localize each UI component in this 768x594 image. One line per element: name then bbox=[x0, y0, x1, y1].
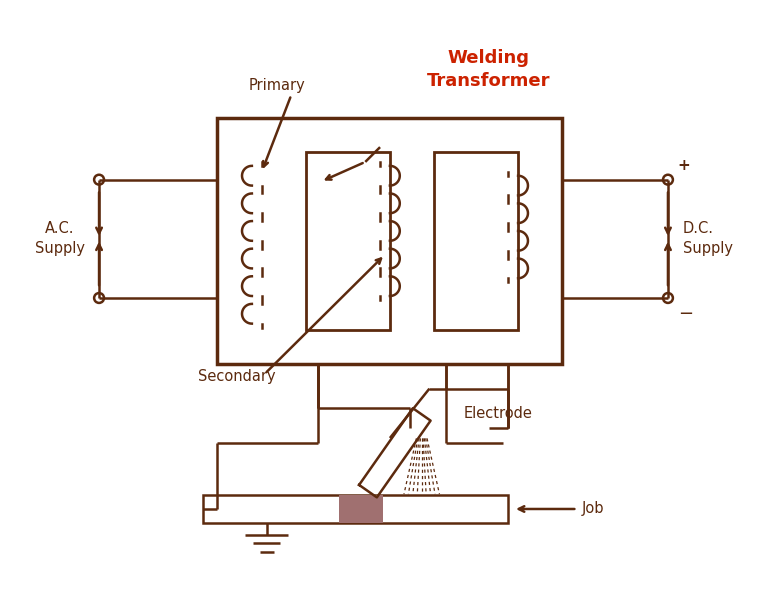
Polygon shape bbox=[359, 408, 431, 497]
Bar bbox=[339, 495, 383, 523]
Text: Secondary: Secondary bbox=[197, 369, 275, 384]
Text: Primary: Primary bbox=[248, 77, 305, 93]
Text: A.C.
Supply: A.C. Supply bbox=[35, 222, 84, 256]
Text: Welding
Transformer: Welding Transformer bbox=[427, 49, 550, 90]
Bar bbox=[306, 152, 390, 330]
Text: +: + bbox=[678, 159, 690, 173]
Text: D.C.
Supply: D.C. Supply bbox=[683, 222, 733, 256]
Text: Job: Job bbox=[582, 501, 604, 517]
Text: Electrode: Electrode bbox=[464, 406, 533, 421]
Bar bbox=[217, 118, 562, 364]
Text: −: − bbox=[678, 305, 693, 323]
Bar bbox=[434, 152, 518, 330]
Bar bbox=[203, 495, 508, 523]
